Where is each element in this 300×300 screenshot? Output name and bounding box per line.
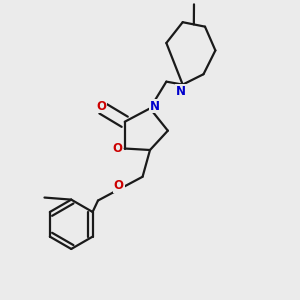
Text: O: O <box>112 142 122 155</box>
Text: O: O <box>114 179 124 192</box>
Text: N: N <box>150 100 160 112</box>
Text: O: O <box>96 100 106 112</box>
Text: N: N <box>176 85 186 98</box>
